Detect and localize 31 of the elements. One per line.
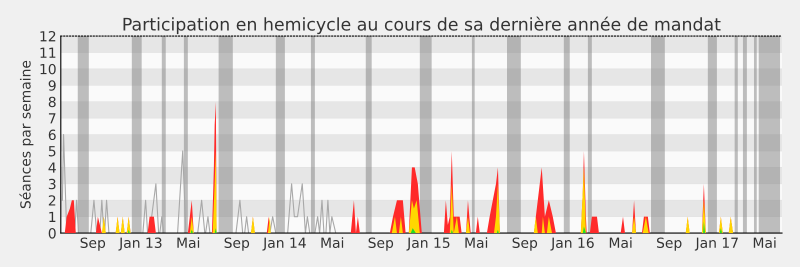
x-tick-label: Jan 17 [694, 238, 738, 251]
x-tick-label: Sep [224, 238, 250, 251]
y-tick-label: 9 [48, 80, 56, 91]
y-tick-label: 7 [48, 113, 56, 124]
x-tick-label: Jan 13 [118, 238, 162, 251]
x-tick-label: Sep [512, 238, 538, 251]
x-tick-label: Jan 14 [262, 238, 306, 251]
y-tick-label: 1 [49, 212, 56, 222]
x-tick-label: Mai [177, 237, 200, 248]
x-tick-label: Jan 16 [550, 238, 594, 251]
x-tick-label: Mai [321, 237, 344, 248]
y-axis-title: Séances par semaine [19, 60, 34, 208]
y-tick-label: 0 [48, 228, 56, 239]
y-tick-label: 10 [40, 64, 56, 74]
x-tick-label: Sep [368, 238, 394, 251]
y-tick-label: 6 [48, 130, 56, 140]
line-series [62, 134, 336, 234]
x-tick-label: Mai [610, 237, 632, 248]
x-tick-label: Mai [465, 237, 488, 248]
x-tick-label: Jan 15 [406, 238, 450, 251]
y-tick-label: 4 [48, 162, 56, 173]
y-tick-label: 5 [48, 146, 56, 156]
x-tick-label: Sep [80, 238, 106, 251]
x-tick-label: Sep [656, 238, 682, 251]
y-tick-label: 12 [40, 31, 56, 42]
y-tick-label: 2 [48, 195, 56, 206]
chart-title: Participation en hemicycle au cours de sa dernière année de mandat [124, 16, 721, 34]
y-tick-label: 3 [48, 178, 56, 190]
x-tick-label: Mai [754, 237, 776, 248]
y-tick-label: 11 [40, 48, 56, 58]
y-tick-label: 8 [48, 96, 56, 108]
